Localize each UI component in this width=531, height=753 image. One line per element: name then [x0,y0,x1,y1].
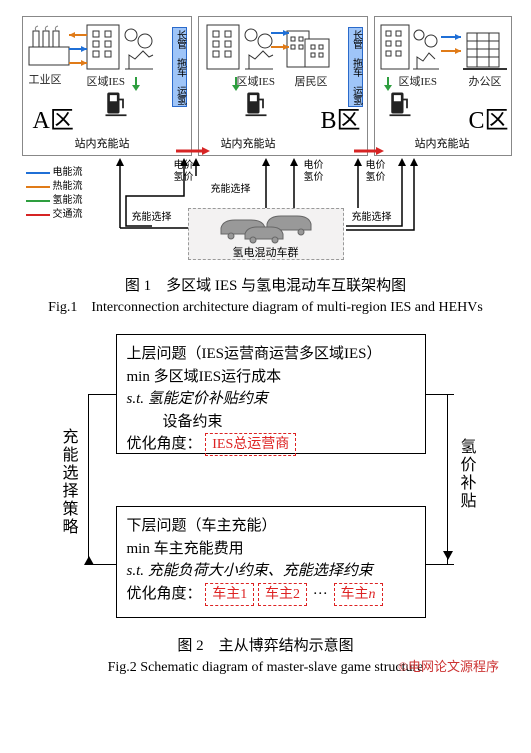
upper-problem-box: 上层问题（IES运营商运营多区域IES） min 多区域IES运行成本 s.t.… [116,334,426,454]
flow-b-icon [269,27,291,67]
region-c: 区域IES 办公区 站内充能站 C区 [374,16,512,156]
choice-mid: 充能选择 [211,184,251,196]
conn-mid [254,156,314,212]
lower-obj: min 车主充能费用 [127,538,415,561]
fig2-game: 上层问题（IES运营商运营多区域IES） min 多区域IES运行成本 s.t.… [36,328,496,628]
ies-a-label: 区域IES [87,73,126,89]
lower-st: s.t. 充能负荷大小约束、充能选择约束 [127,563,373,579]
lower-role-label: 优化角度： [127,586,202,602]
role-ownern: 车主n [334,583,383,606]
upper-role: IES总运营商 [205,433,296,456]
fig1-architecture: 工业区 区域IES 长管 拖车 运氢 站内充能站 [16,8,516,268]
right-arrow-label: 氢价补贴 [454,438,478,510]
flow-a-icon [67,27,91,71]
green-down-b [227,77,245,91]
lower-problem-box: 下层问题（车主充能） min 车主充能费用 s.t. 充能负荷大小约束、充能选择… [116,506,426,618]
ies-a-icon [85,21,155,73]
lower-title: 下层问题（车主充能） [127,515,415,538]
flow-c-icon [439,29,463,65]
residential-icon [285,23,335,71]
fig2-caption-en-wrap: Fig.2 Schematic diagram of master-slave … [8,657,523,678]
upper-role-label: 优化角度： [127,436,202,452]
legend: 电能流 热能流 氢能流 交通流 [26,166,83,222]
industry-label: 工业区 [29,71,62,87]
legend-hydro-label: 氢能流 [53,194,83,208]
region-b: 区域IES 居民区 长管 拖车 运氢 站内充能站 B区 [198,16,368,156]
legend-heat-label: 热能流 [53,180,83,194]
upper-st2: 设备约束 [127,411,415,434]
region-a-label: A区 [33,100,74,135]
fleet-label: 氢电混动车群 [189,244,343,260]
transport-a: 长管 拖车 运氢 [172,27,187,107]
fig2-caption-cn: 图 2 主从博弈结构示意图 [8,634,523,655]
arrow-down-right [447,394,448,564]
role-dots: ··· [311,586,330,602]
hehv-fleet: 氢电混动车群 [188,208,344,260]
ev-station-a [105,89,127,117]
legend-traffic: 交通流 [26,208,83,222]
role-owner2: 车主2 [258,583,307,606]
station-c-label: 站内充能站 [415,135,470,151]
fig2-caption-en: Fig.2 Schematic diagram of master-slave … [108,660,424,675]
ev-station-c [389,89,411,117]
legend-traffic-label: 交通流 [53,208,83,222]
upper-title: 上层问题（IES运营商运营多区域IES） [127,343,415,366]
role-owner1: 车主1 [205,583,254,606]
region-c-label: C区 [469,100,509,135]
fig1-caption-en: Fig.1 Interconnection architecture diagr… [8,297,523,318]
fig1-caption-cn: 图 1 多区域 IES 与氢电混动车互联架构图 [8,274,523,295]
link-top-right [426,394,454,395]
ies-b-icon [205,21,275,73]
ev-station-b [245,89,267,117]
legend-elec-label: 电能流 [53,166,83,180]
watermark: ©电网论文源程序 [398,657,499,677]
office-icon [463,27,507,71]
arrow-up-left [88,394,89,564]
legend-hydro: 氢能流 [26,194,83,208]
region-a: 工业区 区域IES 长管 拖车 运氢 站内充能站 [22,16,192,156]
region-b-label: B区 [321,100,361,135]
transport-b: 长管 拖车 运氢 [348,27,363,107]
left-arrow-label: 充能选择策略 [56,428,80,536]
legend-heat: 热能流 [26,180,83,194]
office-label: 办公区 [469,73,502,89]
upper-st1: s.t. 氢能定价补贴约束 [127,391,268,407]
upper-obj: min 多区域IES运行成本 [127,366,415,389]
link-bot-left [88,564,117,565]
legend-elec: 电能流 [26,166,83,180]
resi-label: 居民区 [295,73,328,89]
link-bot-right [426,564,454,565]
ies-c-label: 区域IES [399,73,438,89]
green-down-c [381,77,395,91]
station-a-label: 站内充能站 [75,135,130,151]
station-b-label: 站内充能站 [221,135,276,151]
green-down-a [127,77,145,91]
conn-right [342,156,442,236]
ies-c-icon [379,21,441,73]
